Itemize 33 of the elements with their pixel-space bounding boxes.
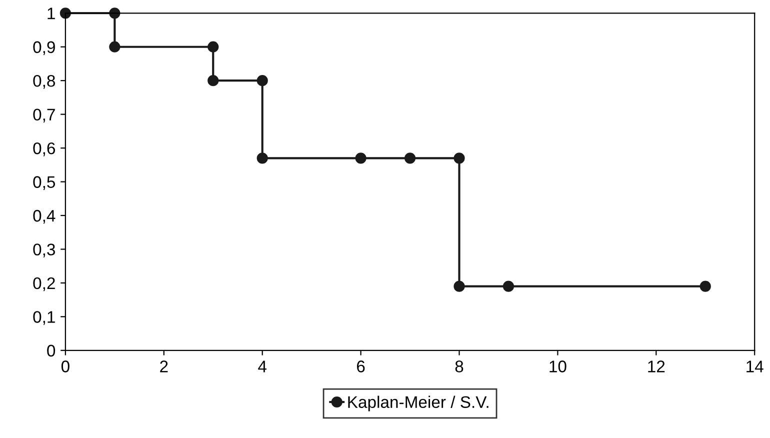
y-tick-label: 0,2 [33, 277, 55, 292]
point [256, 75, 268, 86]
y-tick-label: 0,9 [33, 41, 55, 56]
y-tick-label: 0,3 [33, 244, 55, 258]
point [454, 152, 465, 164]
y-tick-label: 1 [48, 8, 55, 20]
point [502, 280, 514, 292]
point [60, 8, 72, 19]
x-tick-label: 4 [258, 360, 266, 372]
x-tick-label: 10 [550, 360, 566, 372]
point [109, 8, 120, 19]
y-tick-label: 0,6 [33, 142, 55, 156]
legend-label: Kaplan-Meier / S.V. [348, 396, 488, 412]
point [355, 152, 366, 164]
point [454, 280, 465, 292]
x-tick-label: 2 [160, 360, 168, 372]
point [109, 41, 120, 52]
x-tick-label: 8 [455, 360, 464, 372]
point [208, 41, 219, 52]
y-tick-label: 0,7 [33, 108, 55, 122]
y-tick-label: 0,4 [33, 210, 56, 224]
point [208, 75, 219, 86]
x-tick-label: 0 [61, 360, 70, 372]
point [256, 152, 268, 164]
y-tick-label: 0,1 [33, 311, 55, 325]
point [700, 280, 711, 292]
x-tick-label: 12 [648, 360, 665, 372]
x-tick-label: 14 [746, 360, 764, 372]
y-tick-label: 0,5 [33, 176, 56, 190]
x-tick-label: 6 [357, 360, 365, 372]
point [404, 152, 416, 164]
y-tick-label: 0,8 [33, 74, 56, 89]
y-tick-label: 0 [47, 344, 56, 357]
